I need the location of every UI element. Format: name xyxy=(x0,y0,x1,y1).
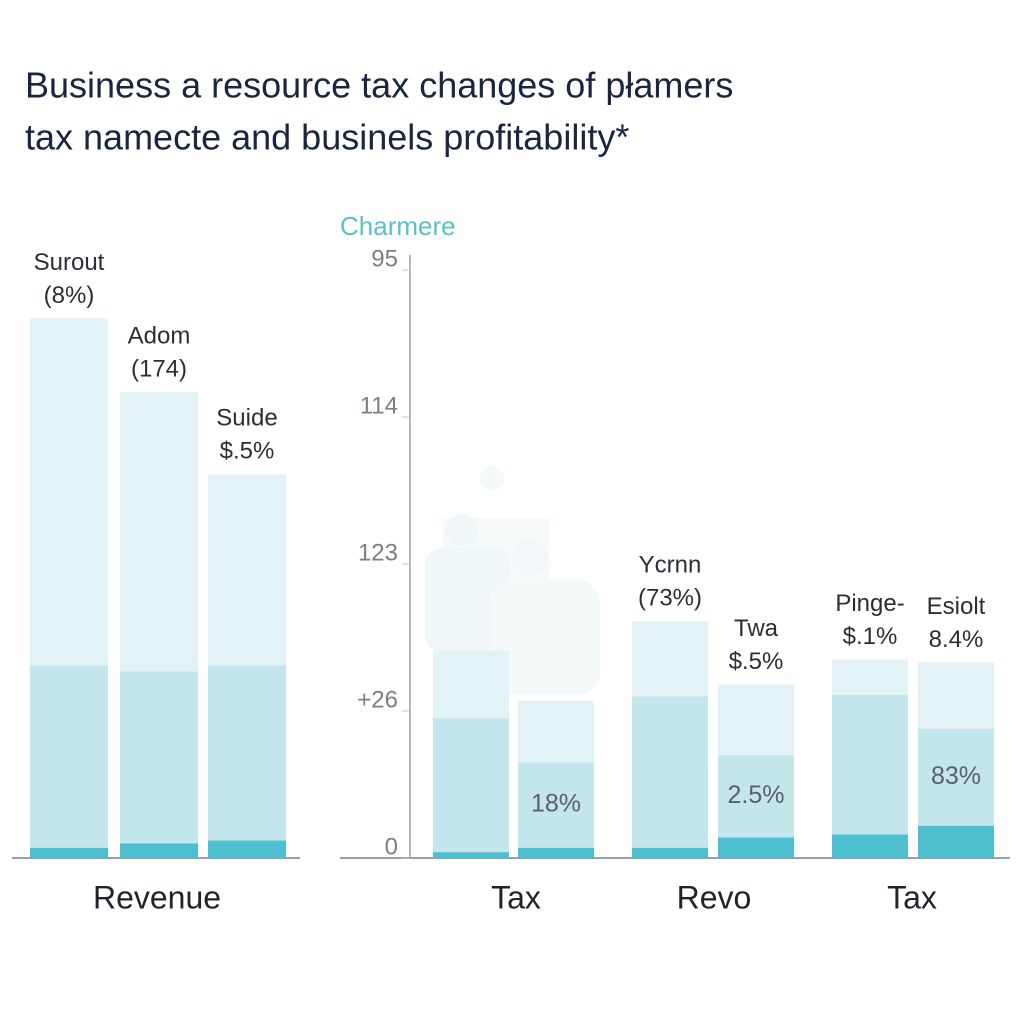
bar-segment xyxy=(518,700,594,763)
bar-label: Pinge- xyxy=(835,590,904,617)
group-label: Revo xyxy=(677,879,752,915)
bar-segment xyxy=(832,659,908,695)
bar-label: (73%) xyxy=(638,585,702,612)
bar-segment xyxy=(208,474,286,666)
bar-segment xyxy=(718,837,794,858)
bar-label: Suide xyxy=(216,405,277,432)
inner-label: 18% xyxy=(531,790,581,818)
chart-title: Business a resource tax changes of płame… xyxy=(25,65,733,106)
bar-label: Surout xyxy=(34,249,105,276)
bar-segment xyxy=(208,665,286,841)
bar-segment xyxy=(433,852,509,858)
y-tick-label: 114 xyxy=(360,392,398,419)
chart-title: tax namecte and businels profitability* xyxy=(25,117,629,158)
bar-label: 8.4% xyxy=(929,626,984,653)
bar-label: $.1% xyxy=(843,623,898,650)
inner-label: 2.5% xyxy=(728,781,785,809)
bar-segment xyxy=(518,847,594,858)
bar-label: (8%) xyxy=(44,282,95,309)
y-tick-label: 123 xyxy=(358,539,398,566)
group-label: Tax xyxy=(887,879,937,915)
bar-segment xyxy=(30,847,108,858)
bar-segment xyxy=(632,621,708,697)
bar-label: Ycrnn xyxy=(639,552,702,579)
bar-label: Esiolt xyxy=(927,593,986,620)
bar-label: $.5% xyxy=(729,648,784,675)
y-tick-label: +26 xyxy=(357,686,398,713)
group-label: Revenue xyxy=(93,879,221,915)
bar-segment xyxy=(632,696,708,848)
y-tick-label: 0 xyxy=(385,833,398,860)
y-tick-label: 95 xyxy=(371,245,398,272)
bar-label: Twa xyxy=(734,615,779,642)
bar-segment xyxy=(632,847,708,858)
group-label: Tax xyxy=(491,879,541,915)
bar-segment xyxy=(918,662,994,729)
bar-segment xyxy=(433,650,509,719)
bar-segment xyxy=(120,392,198,672)
bar-label: $.5% xyxy=(220,438,275,465)
bar-segment xyxy=(832,694,908,835)
bar-segment xyxy=(718,684,794,756)
bar-segment xyxy=(120,671,198,844)
bar-segment xyxy=(918,825,994,858)
bar-segment xyxy=(918,728,994,826)
bar-segment xyxy=(518,762,594,848)
bar-segment xyxy=(832,834,908,858)
bar-label: Adom xyxy=(128,322,191,349)
bar-segment xyxy=(208,840,286,858)
bar-segment xyxy=(30,665,108,848)
inner-label: 83% xyxy=(931,762,981,790)
watermark-figures xyxy=(425,466,600,695)
bar-segment xyxy=(718,755,794,838)
bar-label: (174) xyxy=(131,355,187,382)
bar-segment xyxy=(30,318,108,666)
bar-segment xyxy=(120,843,198,858)
chart-subtitle: Charmere xyxy=(340,211,456,241)
bar-segment xyxy=(433,718,509,853)
